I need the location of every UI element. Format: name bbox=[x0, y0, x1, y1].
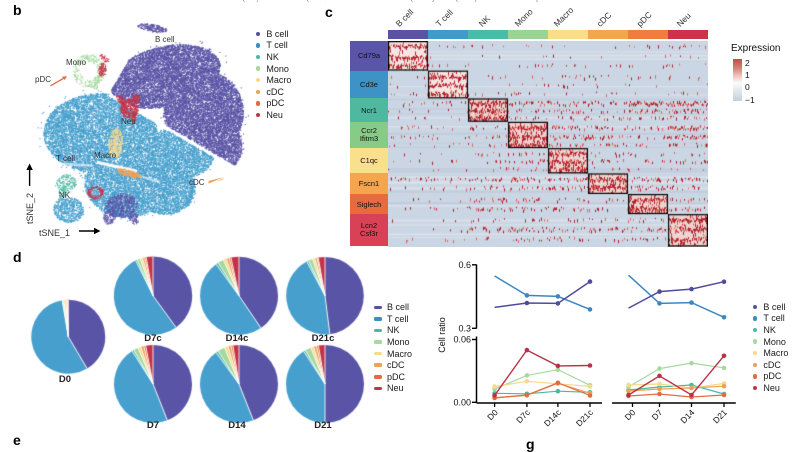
svg-text:D7: D7 bbox=[650, 407, 665, 422]
svg-text:0.3: 0.3 bbox=[458, 324, 471, 334]
svg-text:0.06: 0.06 bbox=[453, 335, 471, 345]
svg-text:D0: D0 bbox=[485, 407, 500, 422]
svg-text:D14c: D14c bbox=[542, 407, 564, 429]
svg-text:D21c: D21c bbox=[574, 407, 596, 429]
svg-text:0.00: 0.00 bbox=[453, 398, 471, 408]
svg-text:0.6: 0.6 bbox=[458, 260, 471, 270]
svg-text:Cell ratio: Cell ratio bbox=[437, 317, 447, 353]
svg-text:D0: D0 bbox=[623, 407, 638, 422]
svg-text:D14: D14 bbox=[678, 407, 696, 425]
svg-text:D7c: D7c bbox=[514, 407, 532, 425]
svg-text:D21: D21 bbox=[711, 407, 729, 425]
